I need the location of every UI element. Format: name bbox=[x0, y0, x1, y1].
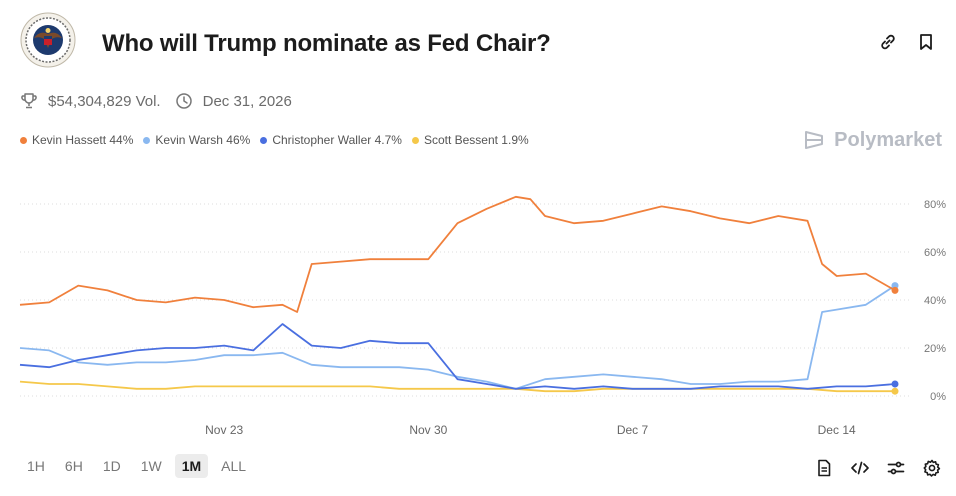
series-line-scott-bessent bbox=[19, 380, 895, 393]
clock-icon bbox=[175, 92, 193, 110]
volume-text: $54,304,829 Vol. bbox=[48, 92, 161, 110]
brand-name: Polymarket bbox=[834, 128, 942, 151]
market-header: Who will Trump nominate as Fed Chair? bbox=[20, 12, 936, 72]
market-title: Who will Trump nominate as Fed Chair? bbox=[102, 30, 551, 57]
legend-label: Kevin Warsh 46% bbox=[155, 133, 251, 147]
y-tick-label: 60% bbox=[924, 247, 946, 259]
end-date-text: Dec 31, 2026 bbox=[202, 92, 292, 110]
timeframe-selector: 1H 6H 1D 1W 1M ALL bbox=[20, 454, 253, 478]
series-line-kevin-warsh bbox=[19, 284, 896, 390]
y-tick-label: 40% bbox=[924, 295, 946, 307]
timeframe-all[interactable]: ALL bbox=[221, 458, 247, 474]
timeframe-1w[interactable]: 1W bbox=[140, 458, 162, 474]
series-endpoint-christopher-waller bbox=[891, 380, 899, 388]
legend-item-hassett: Kevin Hassett 44% bbox=[20, 133, 133, 147]
gear-icon[interactable] bbox=[922, 458, 942, 478]
link-icon[interactable] bbox=[878, 32, 898, 52]
federal-reserve-seal-icon bbox=[20, 12, 76, 68]
legend-dot bbox=[20, 136, 27, 144]
market-meta: $54,304,829 Vol. Dec 31, 2026 bbox=[20, 92, 292, 110]
x-tick-label: Nov 23 bbox=[205, 423, 243, 437]
x-tick-label: Nov 30 bbox=[409, 423, 447, 437]
series-line-kevin-hassett bbox=[19, 195, 896, 313]
legend-label: Kevin Hassett 44% bbox=[32, 133, 134, 147]
sliders-icon[interactable] bbox=[886, 458, 906, 478]
series-endpoint-kevin-warsh bbox=[891, 282, 899, 290]
x-tick-label: Dec 7 bbox=[617, 423, 649, 437]
legend-label: Scott Bessent 1.9% bbox=[423, 133, 529, 147]
document-icon[interactable] bbox=[814, 458, 834, 478]
y-tick-label: 20% bbox=[924, 343, 946, 355]
timeframe-1h[interactable]: 1H bbox=[27, 458, 45, 474]
timeframe-6h[interactable]: 6H bbox=[64, 458, 83, 474]
legend-dot bbox=[411, 136, 419, 144]
legend-dot bbox=[143, 136, 151, 144]
polymarket-brand: Polymarket bbox=[802, 128, 942, 152]
legend-item-warsh: Kevin Warsh 46% bbox=[143, 133, 250, 147]
legend-item-waller: Christopher Waller 4.7% bbox=[260, 133, 402, 147]
legend-label: Christopher Waller 4.7% bbox=[272, 133, 402, 147]
x-tick-label: Dec 14 bbox=[818, 423, 856, 437]
legend-dot bbox=[260, 136, 268, 144]
code-embed-icon[interactable] bbox=[850, 458, 870, 478]
price-history-chart[interactable]: 0% 20% 40% 60% 80% Nov 23 Nov 30 Dec 7 Dec 14 bbox=[0, 170, 956, 450]
timeframe-1d[interactable]: 1D bbox=[102, 458, 121, 474]
chart-tools bbox=[814, 458, 942, 478]
series-endpoint-kevin-hassett bbox=[891, 286, 899, 294]
polymarket-logo-icon bbox=[805, 131, 824, 149]
y-tick-label: 0% bbox=[930, 391, 946, 403]
series-endpoint-scott-bessent bbox=[891, 387, 899, 395]
bookmark-icon[interactable] bbox=[916, 32, 936, 52]
timeframe-1m[interactable]: 1M bbox=[174, 454, 209, 478]
y-tick-label: 80% bbox=[924, 199, 946, 211]
legend-item-bessent: Scott Bessent 1.9% bbox=[411, 133, 529, 147]
series-line-christopher-waller bbox=[19, 323, 896, 390]
chart-legend: Kevin Hassett 44% Kevin Warsh 46% Christ… bbox=[20, 133, 529, 147]
trophy-icon bbox=[20, 92, 38, 110]
